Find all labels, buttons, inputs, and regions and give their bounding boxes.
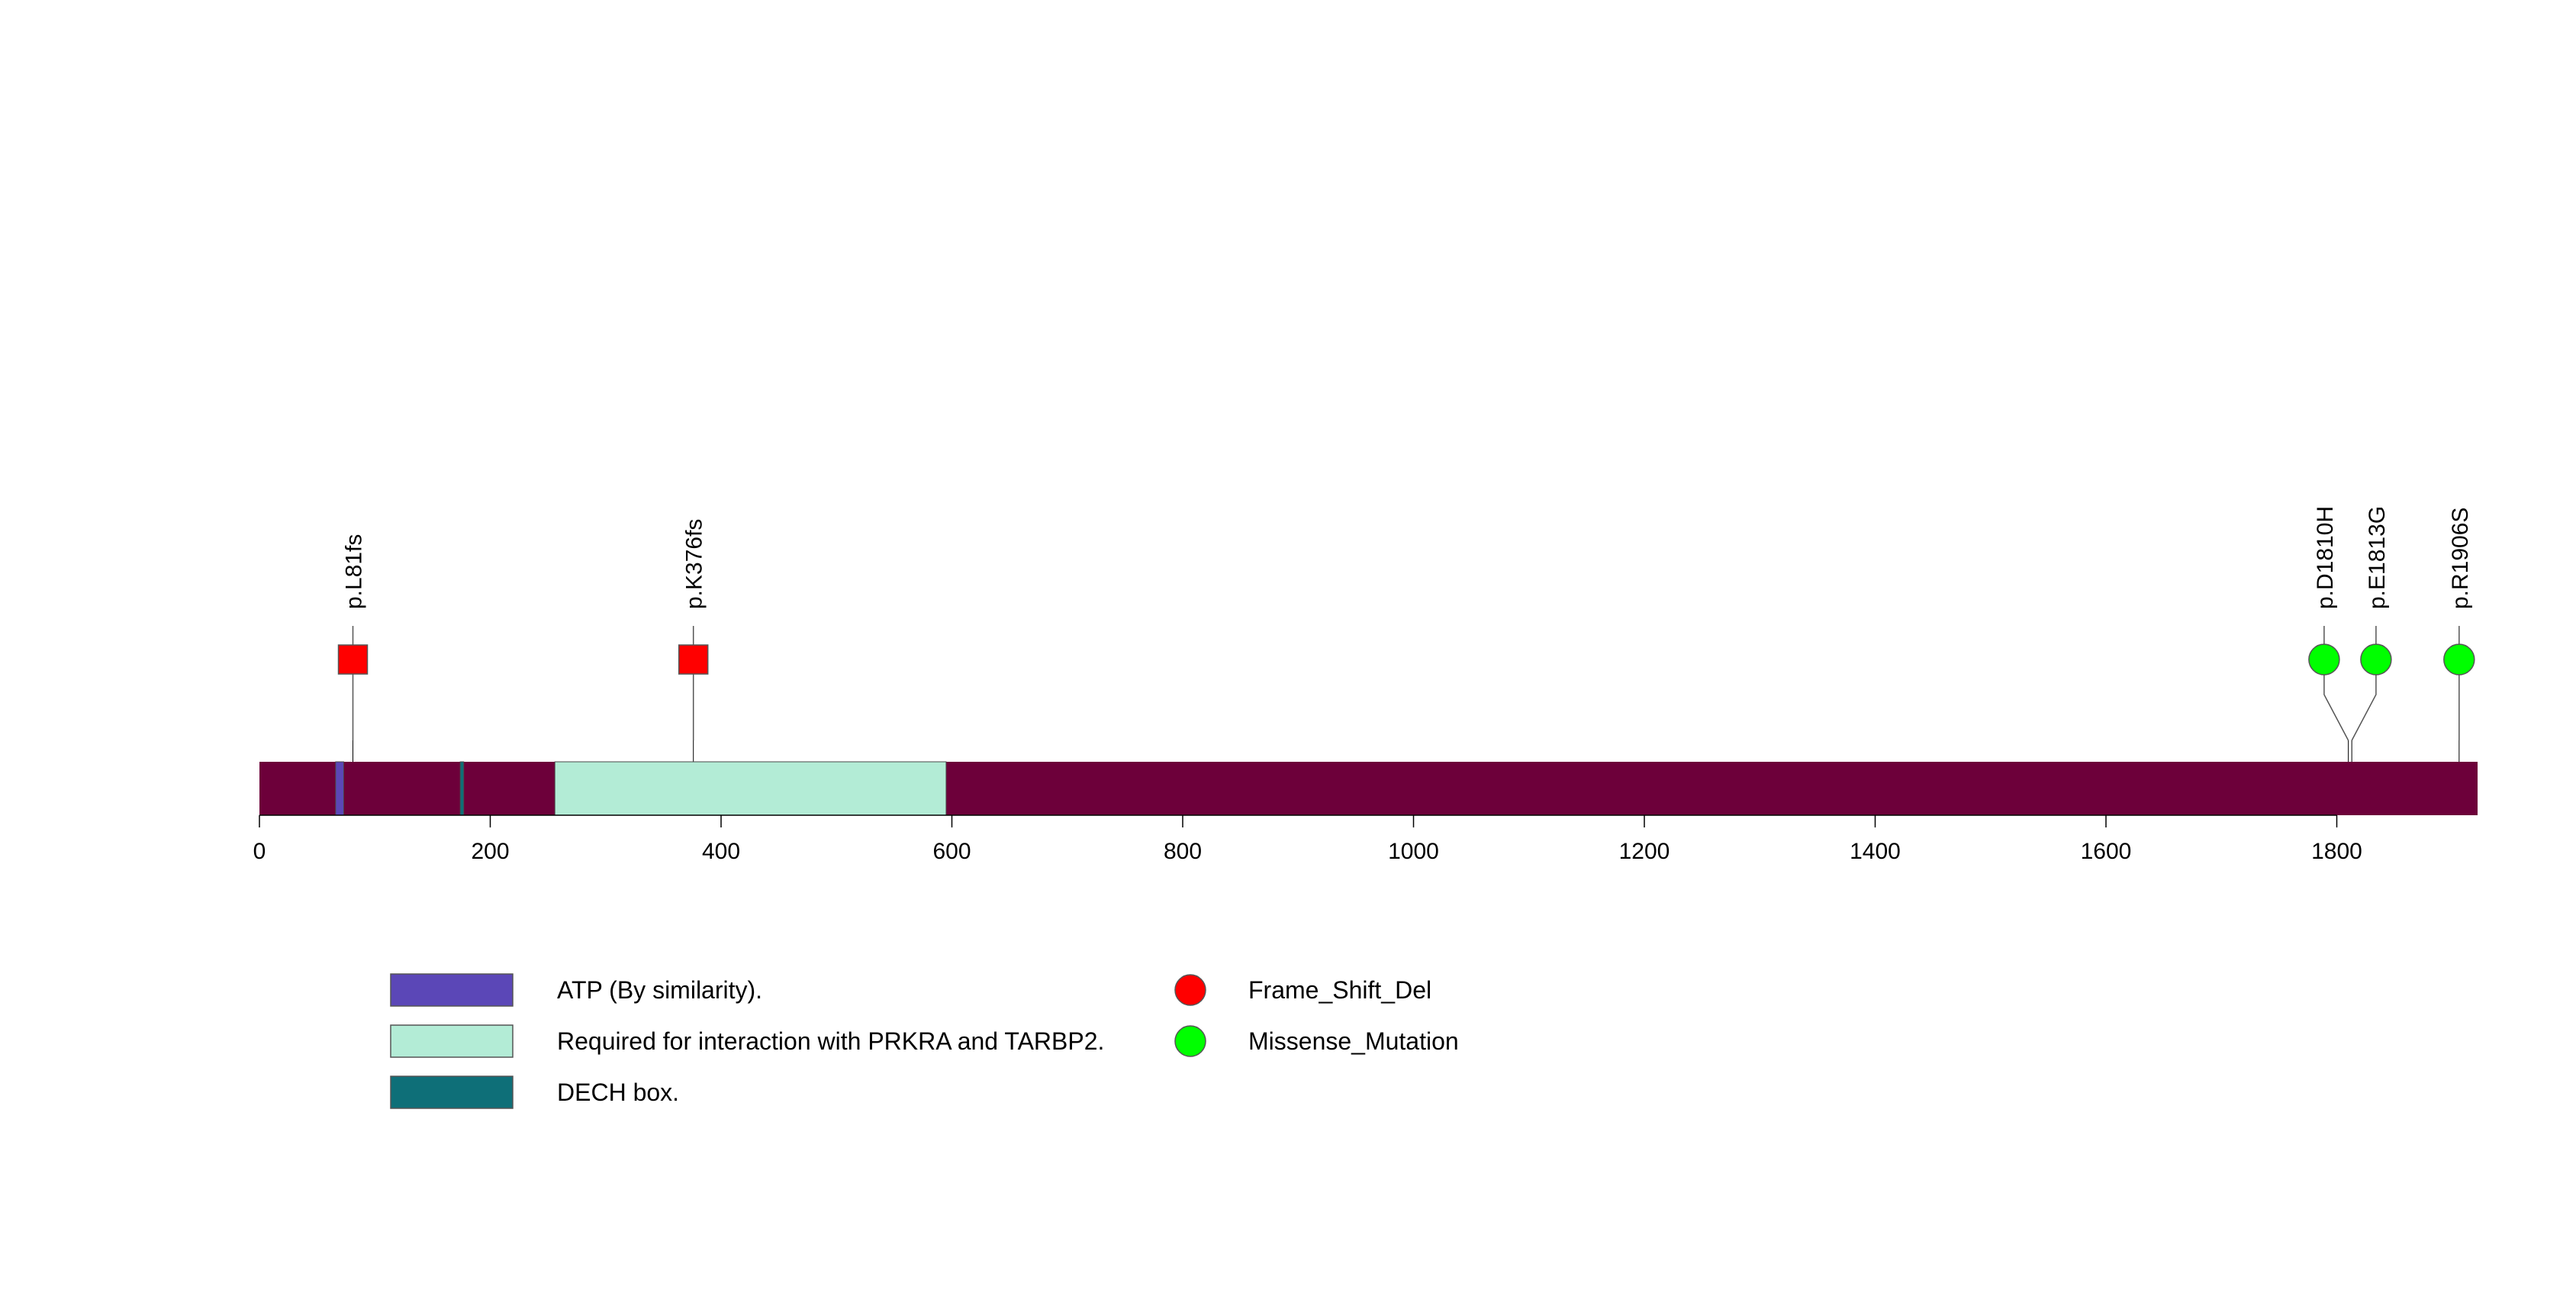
x-tick-label-5: 1000 <box>1388 839 1439 864</box>
mutation-marker-0 <box>337 644 369 675</box>
x-axis: 0 200 400 600 800 1000 1200 1400 1600 1800 <box>253 814 2362 864</box>
mutation-label-4: p.R1906S <box>2448 508 2473 609</box>
legend-swatch-mutation-1 <box>1174 1025 1206 1057</box>
domain-2 <box>459 761 465 816</box>
legend-label-domain-2: DECH box. <box>557 1079 679 1106</box>
x-tick-label-3: 600 <box>932 839 971 864</box>
mutation-connector-3 <box>2351 626 2377 741</box>
mutation-label-3: p.E1813G <box>2365 506 2390 609</box>
legend-label-domain-0: ATP (By similarity). <box>557 976 762 1004</box>
legend-swatch-domain-2 <box>390 1076 514 1109</box>
legend-swatch-mutation-0 <box>1174 974 1206 1006</box>
mutation-marker-2 <box>2308 643 2340 676</box>
mutation-markers: p.L81fs p.K376fs p.D1810H p.E1813G p.R1906S <box>337 506 2475 676</box>
legend: ATP (By similarity). Required for interac… <box>390 973 1459 1109</box>
x-tick-label-1: 200 <box>471 839 509 864</box>
x-tick-label-6: 1200 <box>1619 839 1670 864</box>
x-tick-label-4: 800 <box>1164 839 1202 864</box>
x-tick-label-7: 1400 <box>1850 839 1901 864</box>
x-tick-label-0: 0 <box>253 839 266 864</box>
mutation-label-2: p.D1810H <box>2313 506 2338 609</box>
mutation-marker-4 <box>2443 643 2475 676</box>
legend-label-mutation-1: Missense_Mutation <box>1248 1027 1459 1055</box>
mutation-marker-3 <box>2360 643 2392 676</box>
mutation-connector-2 <box>2323 626 2349 741</box>
domain-0 <box>335 761 344 816</box>
legend-swatch-domain-0 <box>390 973 514 1007</box>
x-tick-label-9: 1800 <box>2311 839 2362 864</box>
legend-label-domain-1: Required for interaction with PRKRA and … <box>557 1027 1104 1055</box>
domain-1 <box>554 761 947 816</box>
legend-label-mutation-0: Frame_Shift_Del <box>1248 976 1431 1004</box>
protein-track <box>259 761 2478 816</box>
legend-swatch-domain-1 <box>390 1024 514 1058</box>
mutation-marker-1 <box>678 644 709 675</box>
x-tick-label-8: 1600 <box>2081 839 2132 864</box>
x-tick-label-2: 400 <box>702 839 740 864</box>
mutation-label-1: p.K376fs <box>682 519 707 609</box>
mutation-label-0: p.L81fs <box>342 534 367 609</box>
